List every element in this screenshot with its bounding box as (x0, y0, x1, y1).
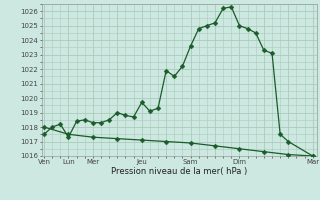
X-axis label: Pression niveau de la mer( hPa ): Pression niveau de la mer( hPa ) (111, 167, 247, 176)
